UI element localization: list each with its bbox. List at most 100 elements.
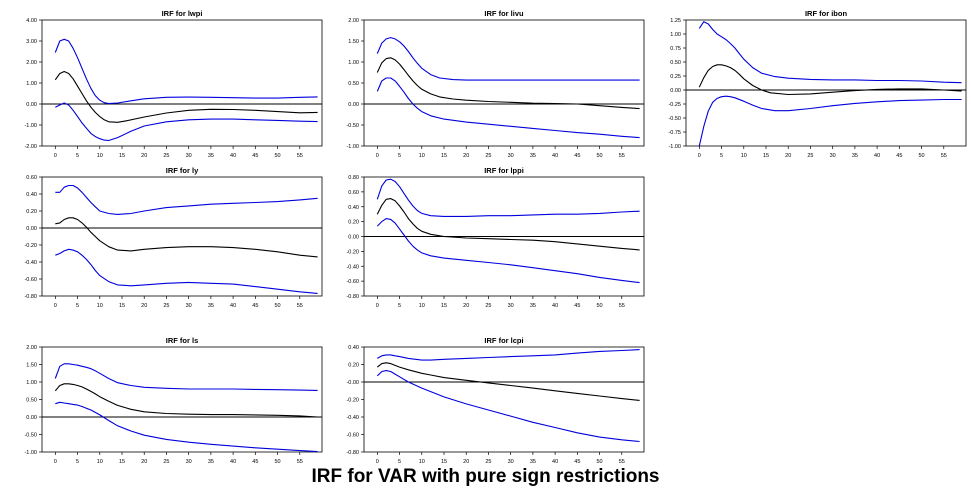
x-tick-label: 15 [441,459,447,465]
x-tick-label: 15 [119,153,125,159]
band-lower-line [55,102,318,142]
plot-frame [363,19,645,147]
panel-title: IRF for ly [166,166,199,175]
x-tick-label: 5 [398,153,401,159]
x-tick-label: 50 [274,303,280,309]
x-tick-label: 30 [508,303,514,309]
y-tick-label: -0.50 [24,433,37,439]
x-tick-label: 0 [376,459,379,465]
panel-lppi: IRF for lppi -0.80 -0.60 -0.40 -0.20 0.00 0.20… [346,166,645,309]
x-tick-label: 20 [141,459,147,465]
y-tick-label: 0.20 [348,363,359,369]
panel-title: IRF for lppi [484,166,524,175]
y-tick-label: -0.20 [346,249,359,255]
y-tick-label: 1.00 [670,32,681,38]
x-tick-label: 45 [574,459,580,465]
x-tick-label: 40 [552,153,558,159]
y-tick-label: 1.00 [26,380,37,386]
x-tick-label: 40 [230,303,236,309]
x-tick-label: 10 [419,153,425,159]
y-tick-label: -0.50 [346,123,359,129]
irf-line [55,217,318,258]
x-tick-label: 40 [230,153,236,159]
x-tick-label: 20 [463,153,469,159]
x-tick-label: 30 [508,459,514,465]
irf-line [54,70,318,123]
y-tick-label: 0.40 [348,345,359,351]
y-tick-label: 2.00 [26,60,37,66]
x-tick-label: 45 [896,153,902,159]
x-tick-label: 50 [274,153,280,159]
x-tick-label: 10 [97,459,103,465]
y-tick-label: 0.20 [26,209,37,215]
band-upper-line [376,37,640,81]
x-tick-label: 15 [119,459,125,465]
y-tick-label: 0.40 [348,205,359,211]
x-tick-label: 35 [530,303,536,309]
x-tick-label: 40 [874,153,880,159]
y-tick-label: 2.00 [26,345,37,351]
band-upper-line [698,21,962,84]
x-tick-label: 40 [230,459,236,465]
plot-frame [41,176,323,297]
y-tick-label: -0.40 [346,415,359,421]
x-tick-label: 15 [441,303,447,309]
x-tick-label: 20 [463,303,469,309]
x-tick-label: 55 [297,153,303,159]
x-tick-label: 55 [619,303,625,309]
y-tick-label: 1.25 [670,18,681,24]
y-tick-label: 0.40 [26,192,37,198]
y-tick-label: -0.80 [346,294,359,300]
plot-frame [685,19,967,147]
irf-line [376,57,640,110]
x-tick-label: 25 [485,459,491,465]
y-tick-label: 0.20 [348,220,359,226]
irf-line [376,198,640,251]
x-tick-label: 5 [76,459,79,465]
y-tick-label: 0.60 [26,175,37,181]
x-tick-label: 50 [596,303,602,309]
band-upper-line [55,184,318,215]
y-tick-label: -0.60 [346,279,359,285]
x-tick-label: 50 [274,459,280,465]
plot-frame [41,346,323,453]
y-tick-label: 0.00 [670,88,681,94]
plot-frame [363,346,645,453]
x-tick-label: 0 [54,459,57,465]
y-tick-label: 0.80 [348,175,359,181]
y-tick-label: 0.00 [348,235,359,241]
y-tick-label: 0.60 [348,190,359,196]
x-tick-label: 35 [530,459,536,465]
y-tick-label: -0.60 [346,433,359,439]
x-tick-label: 50 [918,153,924,159]
x-tick-label: 10 [419,459,425,465]
plot-frame [41,19,323,147]
panel-lwpi: IRF for lwpi -2.00 -1.00 0.00 1.00 2.00 3.00 4.… [24,9,323,159]
band-upper-line [54,363,318,391]
y-tick-label: 1.00 [26,81,37,87]
y-tick-label: 0.25 [670,74,681,80]
x-tick-label: 0 [698,153,701,159]
y-tick-label: 0.00 [348,102,359,108]
x-tick-label: 25 [485,153,491,159]
x-tick-label: 20 [785,153,791,159]
panel-title: IRF for lwpi [162,9,203,18]
x-tick-label: 55 [619,459,625,465]
x-tick-label: 55 [297,459,303,465]
y-tick-label: 0.75 [670,46,681,52]
x-tick-label: 10 [97,153,103,159]
band-upper-line [54,38,318,105]
x-tick-label: 30 [186,303,192,309]
x-tick-label: 0 [376,153,379,159]
x-tick-label: 5 [398,303,401,309]
x-tick-label: 55 [941,153,947,159]
x-tick-label: 50 [596,459,602,465]
figure-title: IRF for VAR with pure sign restrictions [311,466,660,487]
y-tick-label: -0.20 [346,398,359,404]
band-lower-line [55,248,318,294]
x-tick-label: 20 [141,153,147,159]
y-tick-label: -0.20 [24,243,37,249]
x-tick-label: 25 [163,153,169,159]
x-tick-label: 10 [97,303,103,309]
